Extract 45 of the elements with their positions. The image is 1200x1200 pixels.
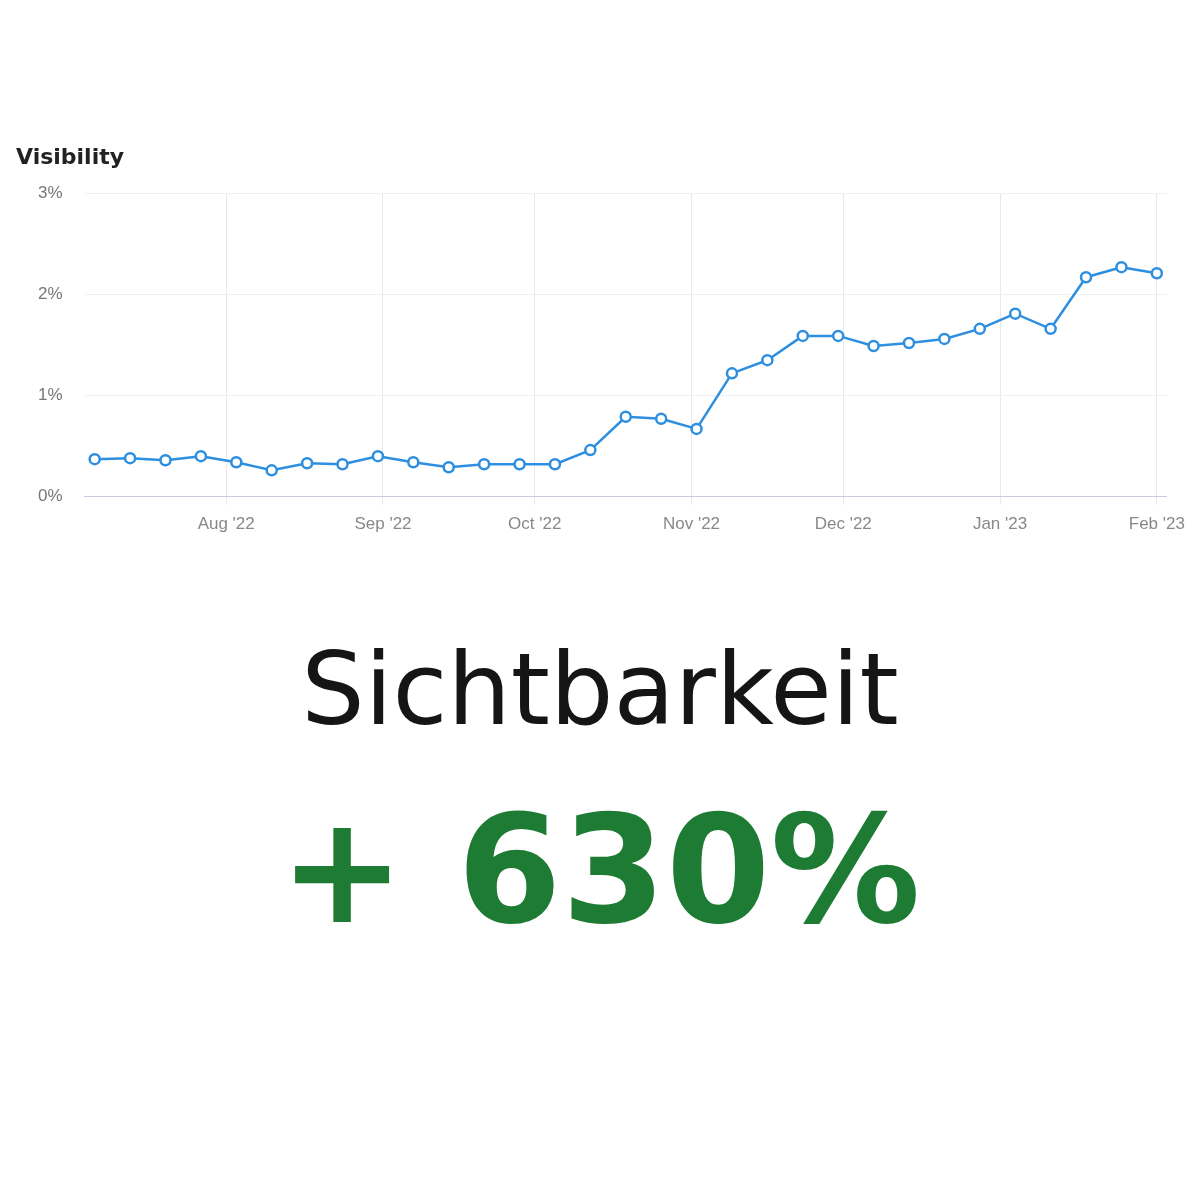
point: [300, 457, 314, 470]
point: [88, 452, 101, 466]
x-tick-label: Jan '23: [972, 514, 1028, 534]
point: [831, 329, 845, 343]
point: [973, 322, 987, 336]
y-tick-label: 3%: [37, 183, 63, 203]
point: [619, 410, 632, 424]
point: [584, 443, 597, 457]
point: [230, 455, 243, 469]
point: [725, 367, 739, 380]
point: [654, 412, 668, 426]
x-tick-label: Nov '22: [662, 514, 721, 534]
point: [159, 453, 172, 467]
point: [371, 449, 385, 463]
y-tick-label: 2%: [37, 284, 63, 304]
point: [1044, 322, 1057, 336]
point: [194, 449, 208, 463]
text: + 630%: [278, 782, 922, 959]
point: [1115, 260, 1128, 274]
x-tick-label: Oct '22: [508, 514, 562, 534]
point: [690, 422, 703, 436]
point: [902, 336, 916, 350]
point: [938, 332, 951, 346]
point: [442, 461, 455, 474]
x-tick-label: Aug '22: [197, 514, 255, 534]
point: [867, 339, 880, 353]
point: [1079, 271, 1093, 284]
point: [336, 458, 349, 471]
point: [265, 464, 278, 477]
text: Sichtbarkeit: [300, 630, 900, 750]
x-tick-label: Dec '22: [814, 514, 872, 534]
point: [796, 329, 810, 343]
point: [1008, 307, 1022, 320]
y-tick-label: 1%: [37, 385, 63, 405]
x-tick-label: Sep '22: [354, 514, 412, 534]
x-tick-label: Feb '23: [1128, 514, 1185, 534]
point: [477, 458, 491, 471]
point: [407, 455, 420, 469]
point: [548, 458, 562, 471]
point: [513, 458, 526, 471]
point: [761, 353, 774, 367]
chart-title: Visibility: [16, 143, 125, 169]
point: [123, 451, 137, 465]
point: [1150, 266, 1164, 280]
y-tick-label: 0%: [37, 486, 63, 506]
